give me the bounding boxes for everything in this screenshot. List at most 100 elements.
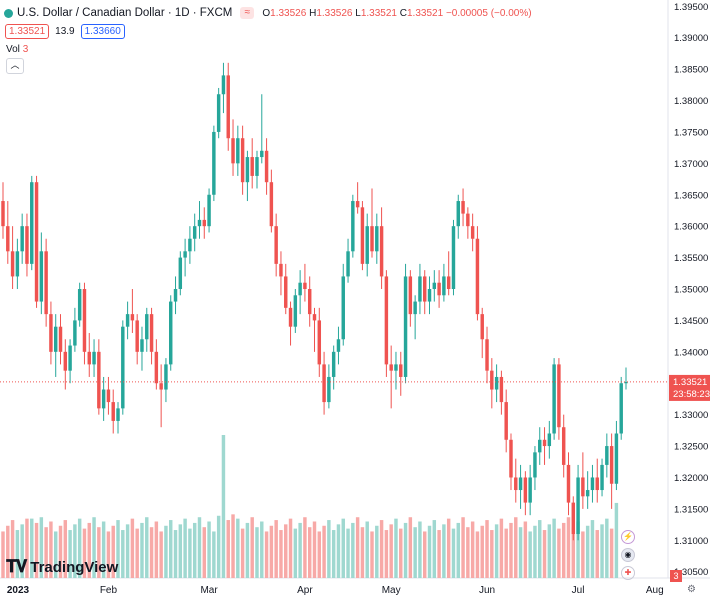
volume-bar bbox=[533, 525, 537, 578]
open-label: O bbox=[262, 7, 271, 19]
y-tick-label: 1.30500 bbox=[674, 567, 708, 578]
volume-bar bbox=[432, 520, 437, 578]
us-flag-icon[interactable]: ◉ bbox=[621, 548, 635, 562]
volume-bar bbox=[92, 517, 96, 578]
candle-body bbox=[542, 439, 547, 447]
volume-bar bbox=[590, 520, 595, 578]
last-price-text: 1.33521 bbox=[673, 377, 707, 388]
countdown-text: 23:58:23 bbox=[673, 389, 710, 400]
gear-icon[interactable]: ⚙ bbox=[687, 584, 696, 595]
candle bbox=[518, 464, 523, 509]
y-tick-label: 1.36500 bbox=[674, 190, 708, 201]
volume-bar bbox=[561, 522, 566, 578]
candle bbox=[274, 213, 278, 277]
candle-body bbox=[581, 477, 585, 497]
x-tick-label: Mar bbox=[200, 585, 218, 596]
candle bbox=[509, 433, 513, 491]
volume-bar bbox=[173, 530, 178, 578]
x-tick-label: Feb bbox=[100, 585, 118, 596]
y-tick-label: 1.37500 bbox=[674, 127, 708, 138]
candle-body bbox=[250, 157, 254, 176]
candle-body bbox=[446, 276, 451, 289]
candle-body bbox=[149, 314, 154, 352]
ca-flag-icon[interactable]: ✚ bbox=[621, 566, 635, 580]
candle-body bbox=[595, 477, 599, 491]
candle bbox=[231, 119, 235, 176]
candle-body bbox=[518, 477, 523, 491]
candle bbox=[576, 464, 580, 541]
candle-body bbox=[284, 276, 288, 308]
volume-bar bbox=[188, 528, 192, 578]
event-count-badge[interactable]: 3 bbox=[670, 570, 682, 582]
sell-button[interactable]: 1.33521 bbox=[5, 24, 50, 39]
candle bbox=[571, 496, 576, 541]
candle bbox=[547, 420, 552, 459]
y-tick-label: 1.37000 bbox=[674, 159, 708, 170]
candle bbox=[523, 471, 528, 516]
candle bbox=[145, 307, 149, 352]
candle-body bbox=[514, 477, 518, 491]
candle-body bbox=[178, 257, 183, 289]
candle-body bbox=[528, 477, 532, 503]
candle-body bbox=[63, 351, 68, 371]
volume-bar bbox=[135, 528, 139, 578]
volume-legend[interactable]: Vol 3 bbox=[6, 44, 28, 55]
candle bbox=[437, 270, 441, 308]
candle bbox=[585, 471, 590, 509]
candle bbox=[480, 307, 484, 359]
candle bbox=[581, 452, 585, 509]
candle-body bbox=[499, 376, 504, 403]
candle bbox=[466, 207, 470, 239]
tradingview-logo[interactable]: 𝐓𝐕 TradingView bbox=[6, 557, 118, 577]
candle bbox=[53, 314, 58, 377]
volume-bar bbox=[552, 518, 556, 578]
candle-body bbox=[422, 276, 427, 302]
y-tick-label: 1.31000 bbox=[674, 536, 708, 547]
volume-bar bbox=[480, 525, 484, 578]
candle bbox=[269, 169, 274, 233]
compare-icon[interactable]: ≈ bbox=[240, 7, 255, 19]
volume-bar bbox=[274, 520, 278, 578]
collapse-legend-button[interactable]: ︿ bbox=[6, 58, 24, 74]
volume-bar bbox=[63, 520, 68, 578]
candle-body bbox=[547, 433, 552, 447]
volume-bar bbox=[159, 531, 163, 578]
y-tick-label: 1.32000 bbox=[674, 473, 708, 484]
candle bbox=[552, 358, 556, 440]
candle bbox=[135, 314, 139, 365]
volume-bar bbox=[490, 530, 494, 578]
volume-bar bbox=[255, 527, 259, 578]
lightning-icon[interactable]: ⚡ bbox=[621, 530, 635, 544]
candle-body bbox=[370, 226, 374, 252]
close-label: C bbox=[399, 7, 407, 19]
candle-body bbox=[504, 402, 508, 440]
volume-bar bbox=[485, 520, 489, 578]
volume-bar bbox=[475, 531, 480, 578]
buy-button[interactable]: 1.33660 bbox=[80, 24, 125, 39]
candle-body bbox=[389, 364, 393, 371]
volume-bar bbox=[106, 531, 111, 578]
candle-body bbox=[25, 226, 29, 264]
candle bbox=[379, 207, 384, 289]
volume-bar bbox=[39, 517, 44, 578]
candle-body bbox=[312, 314, 317, 321]
candle-body bbox=[399, 364, 403, 377]
symbol-title[interactable]: U.S. Dollar / Canadian Dollar · 1D · FXC… bbox=[17, 7, 233, 19]
candle-body bbox=[216, 94, 221, 132]
volume-bar bbox=[518, 527, 523, 578]
volume-bar bbox=[365, 521, 369, 578]
volume-bar bbox=[116, 520, 120, 578]
x-tick-label: Apr bbox=[297, 585, 313, 596]
candle bbox=[514, 458, 518, 503]
volume-bar bbox=[327, 520, 331, 578]
candle bbox=[49, 301, 53, 365]
candle-body bbox=[538, 439, 542, 453]
candle-body bbox=[173, 289, 178, 302]
candle bbox=[413, 295, 417, 340]
chart-header: U.S. Dollar / Canadian Dollar · 1D · FXC… bbox=[4, 4, 532, 22]
volume-bar bbox=[10, 520, 15, 578]
candle bbox=[619, 376, 623, 440]
candle bbox=[303, 263, 307, 302]
